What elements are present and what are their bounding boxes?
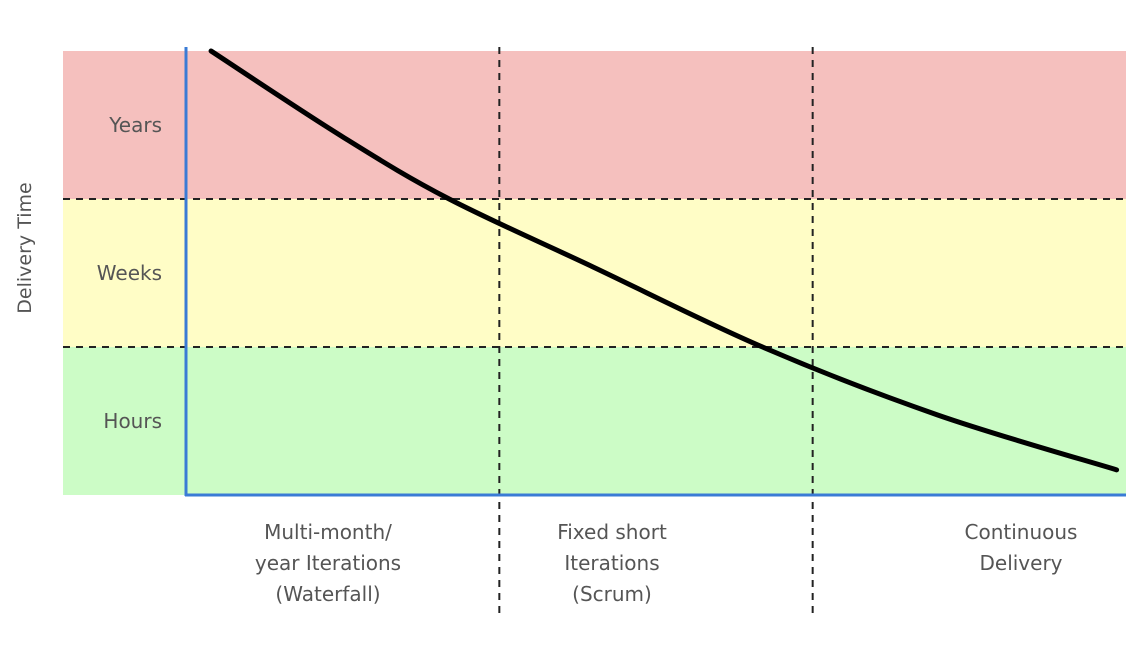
x-category-label-3-line-1: Continuous: [965, 520, 1078, 544]
y-bands: [63, 51, 1126, 495]
x-category-label-2-line-1: Fixed short: [557, 520, 667, 544]
band-hours: [63, 347, 1126, 495]
x-category-label-1-line-1: Multi-month/: [264, 520, 392, 544]
y-tick-labels: Hours Weeks Years: [97, 113, 162, 433]
y-tick-label-weeks: Weeks: [97, 261, 162, 285]
band-years: [63, 51, 1126, 199]
x-category-label-1: Multi-month/year Iterations (Waterfall): [255, 520, 401, 606]
x-category-label-2-line-2: Iterations: [564, 551, 659, 575]
x-category-label-1-line-3: (Waterfall): [275, 582, 380, 606]
x-category-label-3: Continuous Delivery: [965, 520, 1078, 575]
y-axis-title: Delivery Time: [14, 182, 36, 313]
x-category-label-1-line-2: year Iterations: [255, 551, 401, 575]
band-weeks: [63, 199, 1126, 347]
y-tick-label-years: Years: [108, 113, 162, 137]
series-line-0: [208, 48, 1120, 473]
y-tick-label-hours: Hours: [103, 409, 162, 433]
x-category-label-2: Fixed short Iterations (Scrum): [557, 520, 667, 606]
gridlines: [63, 47, 1126, 618]
axes: [184, 47, 1126, 497]
x-category-label-3-line-2: Delivery: [979, 551, 1062, 575]
series-group: [208, 48, 1120, 473]
x-category-labels: Multi-month/year Iterations (Waterfall) Fi…: [255, 520, 1078, 606]
x-category-label-2-line-3: (Scrum): [572, 582, 652, 606]
